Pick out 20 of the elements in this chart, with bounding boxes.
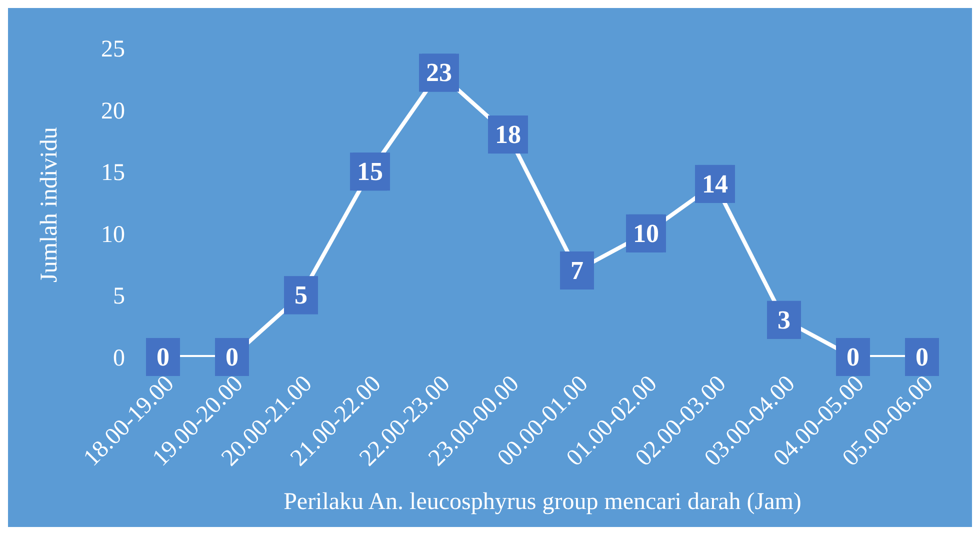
y-axis-title: Jumlah individu xyxy=(36,127,63,282)
y-tick-label: 25 xyxy=(101,36,125,63)
data-label: 15 xyxy=(357,157,383,186)
x-axis-title: Perilaku An. leucosphyrus group mencari darah (Jam) xyxy=(284,489,802,515)
data-label: 18 xyxy=(495,120,521,150)
y-tick-label: 15 xyxy=(101,160,125,186)
data-label: 5 xyxy=(294,280,308,310)
data-label: 0 xyxy=(916,342,928,372)
data-label: 3 xyxy=(778,305,790,334)
y-tick-label: 20 xyxy=(101,98,125,124)
y-tick-label: 10 xyxy=(101,222,125,248)
data-label: 0 xyxy=(846,342,860,372)
data-label: 0 xyxy=(226,342,238,372)
data-label: 7 xyxy=(570,256,584,285)
data-label: 14 xyxy=(702,169,728,198)
data-label: 23 xyxy=(426,58,452,88)
data-label: 10 xyxy=(633,218,659,248)
y-tick-label: 5 xyxy=(113,284,125,310)
data-label: 0 xyxy=(156,342,170,372)
y-tick-label: 0 xyxy=(113,346,125,372)
